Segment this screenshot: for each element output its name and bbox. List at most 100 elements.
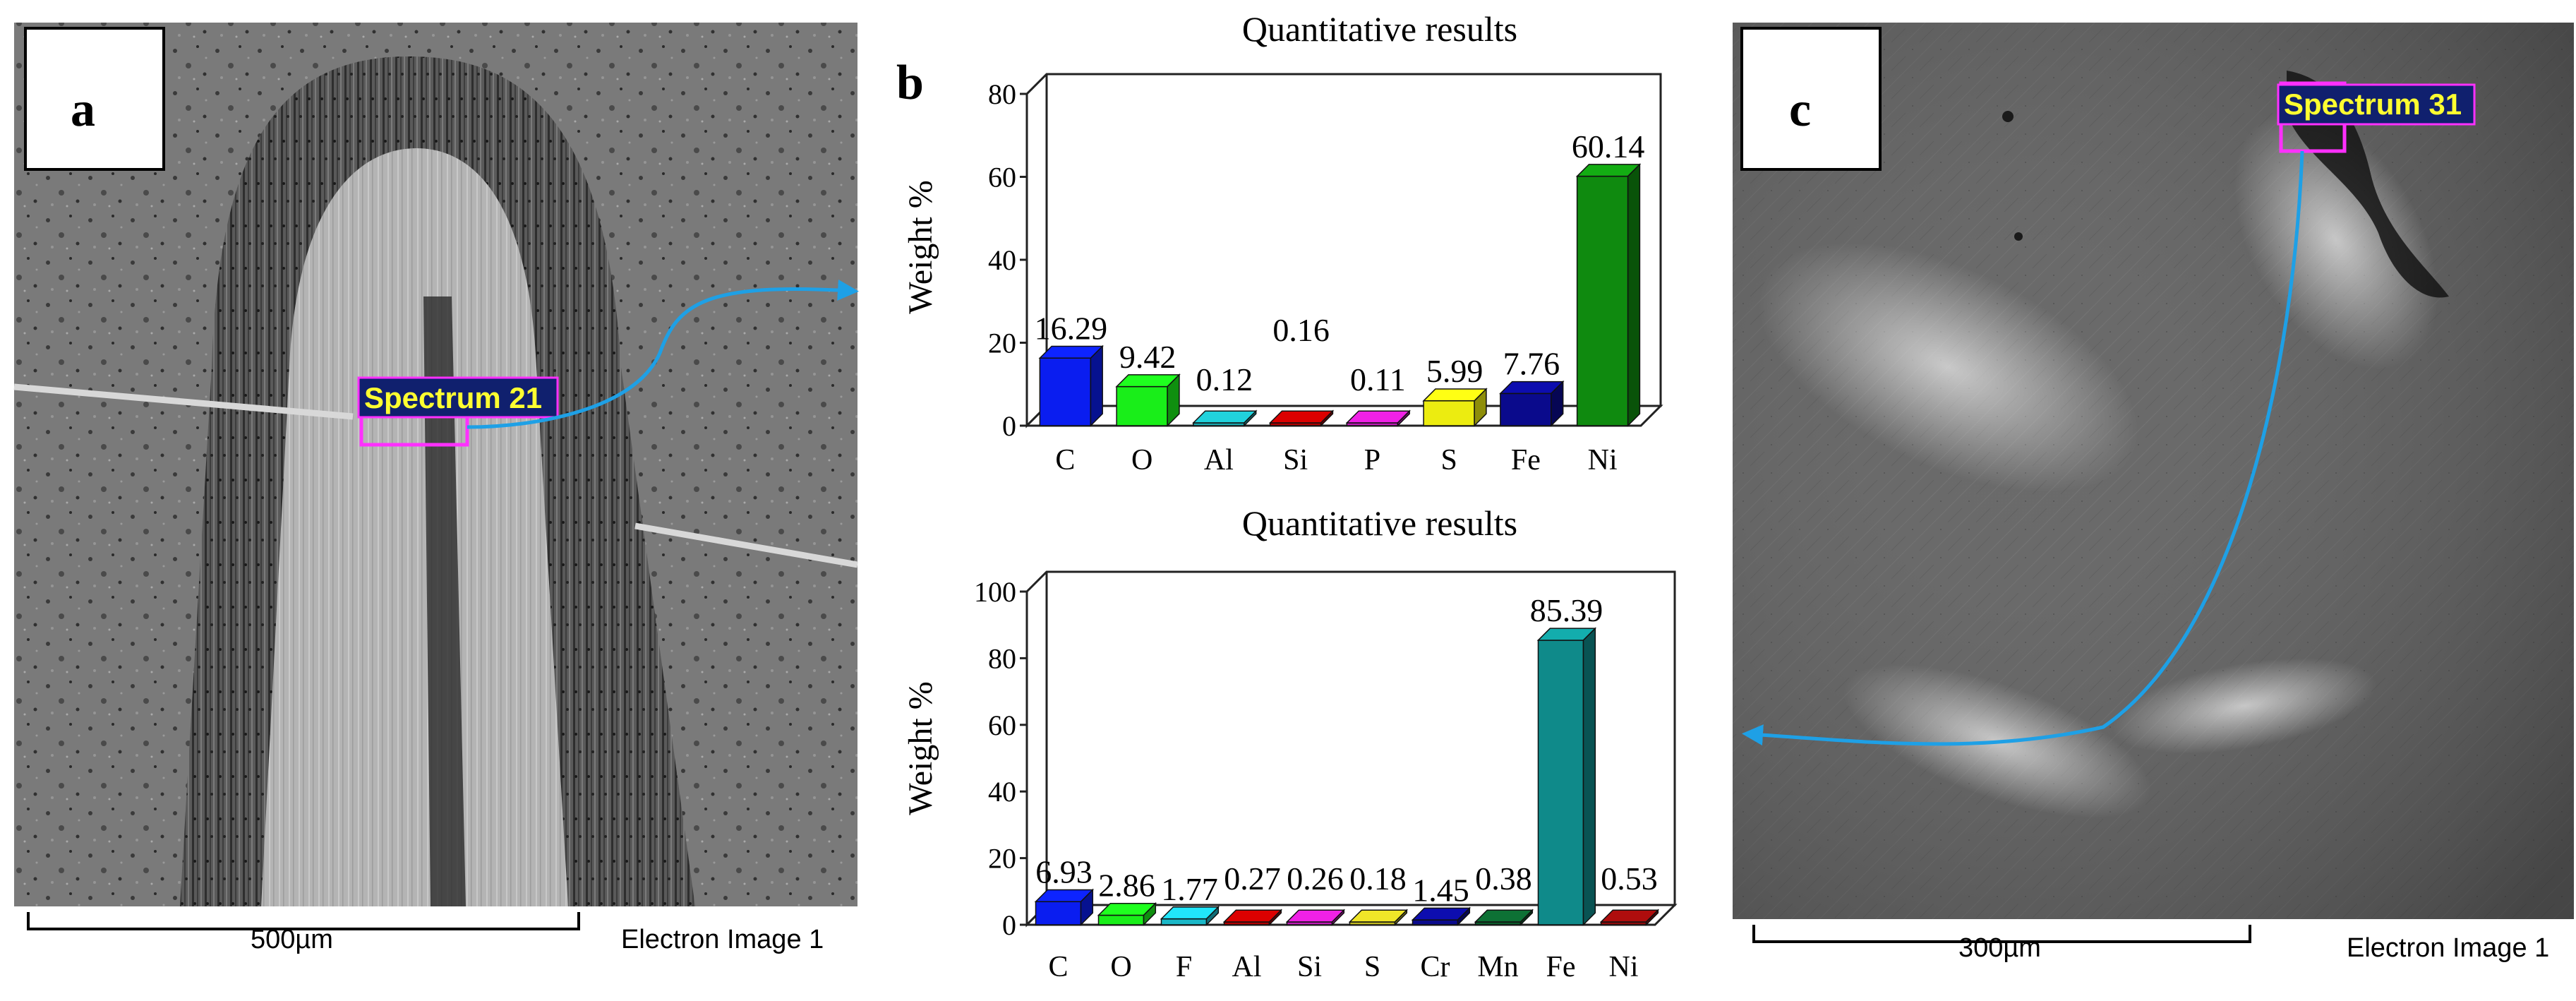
chart-top-ytick-label: 40 [988,244,1016,276]
chart-top-ytick-label: 60 [988,162,1016,193]
chart-top-value-label: 5.99 [1426,353,1483,389]
chart-top-value-label: 0.12 [1196,361,1253,397]
chart-top-xtick-label: Ni [1588,444,1618,476]
chart-bottom-bar-C [1034,888,1095,926]
chart-top-bar-Si [1268,409,1335,427]
chart-bottom-ytick-label: 60 [988,709,1016,741]
chart-top-value-label: 7.76 [1503,346,1560,382]
chart-top-title: Quantitative results [1242,9,1517,49]
chart-bottom-bar-S [1348,909,1409,926]
chart-bottom-xtick-label: C [1048,951,1068,983]
spectrum-31-label-bg [2277,83,2476,126]
chart-bottom-value-label: 1.45 [1412,872,1469,908]
arrow-spectrum-21-to-chart [467,279,859,429]
pit [2014,232,2023,241]
chart-top-bar-O [1115,373,1181,427]
chart-bottom-bar-O [1097,901,1157,926]
panel-a-caption: Electron Image 1 [621,925,824,954]
spectrum-31-label: Spectrum 31 [2284,88,2462,121]
panel-c-label: c [1789,83,1811,137]
wear-track-dark-center [423,296,466,906]
panel-c-caption: Electron Image 1 [2347,933,2549,963]
panel-c: Spectrum 31 c 300µm Electron Image 1 [1733,23,2574,963]
chart-top-value-label: 0.11 [1350,361,1406,397]
chart-bottom-value-label: 0.18 [1349,861,1407,897]
pit [2002,111,2014,122]
chart-bottom-bar-F [1160,906,1220,926]
wear-region [2112,658,2377,754]
chart-bottom-ytick-label: 20 [988,843,1016,875]
spectrum-21-label-bg [357,376,559,419]
chart-top-yticks: 0 20 40 60 80 [988,78,1027,442]
chart-bottom-value-label: 1.77 [1161,871,1218,907]
chart-bottom-bar-Mn [1474,909,1534,926]
chart-bottom-xtick-label: Fe [1546,951,1576,983]
panel-c-scale-label: 300µm [1958,933,2041,963]
chart-top-xtick-label: Fe [1511,444,1541,476]
chart-bottom-ytick-label: 0 [1002,909,1016,941]
chart-top-xtick-label: S [1440,444,1457,476]
chart-bottom-ytick-label: 100 [974,576,1016,608]
panel-c-label-box [1740,27,1882,171]
chart-bottom-bar-Al [1222,909,1283,926]
chart-bottom-value-label: 0.26 [1287,861,1344,897]
chart-top: Quantitative results Weight % 020406080 … [902,9,1663,476]
chart-bottom-title: Quantitative results [1242,503,1517,543]
chart-bottom-value-labels: 6.93 2.86 1.77 0.27 0.26 0.18 1.45 0.38 85.39 0.5… [1035,592,1658,908]
chart-bottom-xlabels: C O F Al Si S Cr Mn Fe Ni [1048,951,1638,983]
wear-region [2234,110,2438,370]
chart-top-xlabels: C O Al Si P S Fe Ni [1055,444,1617,476]
arrow-spectrum-31-to-chart [1742,150,2304,746]
chart-bottom-xtick-label: Si [1297,951,1322,983]
damage-area [2287,71,2449,298]
chart-bottom-value-label: 0.38 [1475,861,1532,897]
chart-bottom-xtick-label: F [1176,951,1192,983]
chart-top-bar-Fe [1499,380,1565,427]
chart-bottom-value-label: 85.39 [1530,592,1603,628]
panel-a-scale-label: 500µm [251,925,333,954]
chart-bottom-xtick-label: S [1364,951,1380,983]
chart-bottom-bar-Fe [1536,627,1597,926]
chart-bottom-yticks: 0 20 40 60 80 100 [974,576,1027,941]
chart-bottom-xtick-label: Mn [1477,951,1518,983]
chart-bottom: Quantitative results Weight % 0 20 40 60 80 1… [902,503,1678,983]
chart-bottom-bars [1034,627,1660,926]
chart-bottom-ytick-label: 80 [988,642,1016,674]
panel-a-label-box [24,27,165,171]
chart-top-bar-P [1345,409,1411,427]
chart-bottom-value-label: 0.53 [1601,861,1658,897]
chart-top-ytick-label: 80 [988,78,1016,110]
chart-top-bar-Ni [1575,163,1642,427]
wear-region [1757,242,2138,492]
panel-a: Spectrum 21 a 500µm Electron Image 1 [13,23,858,954]
chart-bottom-value-label: 6.93 [1035,853,1093,889]
chart-bottom-xtick-label: Ni [1609,951,1639,983]
chart-bottom-bar-Cr [1411,906,1471,926]
chart-top-bar-Al [1192,409,1258,427]
chart-top-value-labels: 16.29 9.42 0.12 0.16 0.11 5.99 7.76 60.14 [1035,128,1645,397]
chart-top-bar-S [1422,388,1488,427]
panel-b-label: b [896,56,924,110]
wear-track-center [261,148,568,906]
chart-top-value-label: 0.16 [1272,312,1330,348]
chart-top-ytick-label: 20 [988,328,1016,359]
panel-c-shading [1733,23,2574,919]
chart-top-value-label: 9.42 [1119,339,1176,375]
chart-bottom-xtick-label: Al [1232,951,1262,983]
chart-bottom-xtick-label: O [1110,951,1131,983]
spectrum-21-label: Spectrum 21 [364,381,542,414]
panel-c-scale-bar [1752,925,2251,943]
chart-top-xtick-label: C [1055,444,1075,476]
chart-top-bars [1038,163,1642,427]
chart-top-xtick-label: Al [1204,444,1234,476]
chart-top-ytick-label: 0 [1002,410,1016,442]
chart-bottom-value-label: 2.86 [1098,868,1155,904]
chart-top-ylabel: Weight % [902,180,939,313]
chart-top-bar-C [1038,344,1104,427]
chart-top-xtick-label: O [1131,444,1152,476]
scratch-line [634,522,858,568]
chart-bottom-ylabel: Weight % [902,681,939,815]
chart-top-xtick-label: P [1364,444,1380,476]
chart-bottom-bar-Si [1285,909,1346,926]
